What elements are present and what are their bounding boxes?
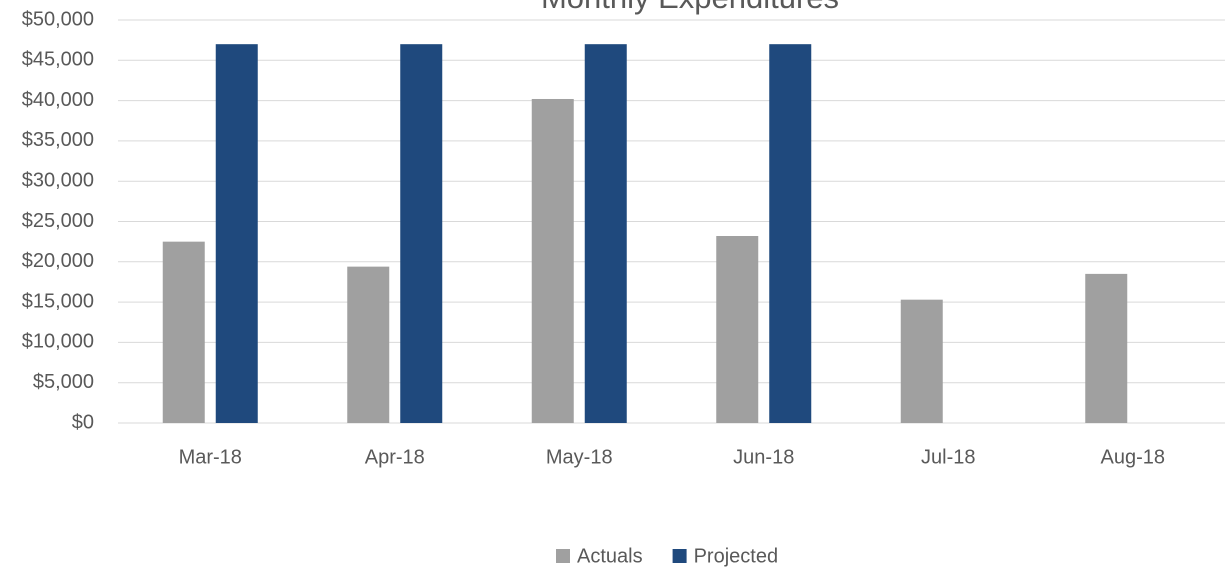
x-tick-label: Aug-18 [1101, 446, 1166, 468]
bar [347, 266, 390, 423]
bar [584, 44, 627, 424]
y-tick-label: $35,000 [22, 129, 94, 151]
y-tick-label: $40,000 [22, 89, 94, 111]
legend-swatch [672, 549, 687, 563]
y-tick-label: $15,000 [22, 290, 94, 312]
bar [1085, 273, 1128, 423]
x-tick-label: Mar-18 [179, 446, 242, 468]
y-tick-label: $10,000 [22, 331, 94, 353]
x-tick-label: Jul-18 [921, 446, 975, 468]
legend-swatch [556, 549, 570, 563]
legend-label: Projected [694, 545, 779, 567]
y-tick-label: $0 [72, 411, 94, 433]
y-tick-label: $45,000 [22, 49, 94, 71]
bar [531, 98, 574, 423]
y-tick-label: $30,000 [22, 169, 94, 191]
legend-label: Actuals [577, 545, 643, 567]
bar [716, 236, 759, 423]
bar [215, 44, 258, 424]
y-tick-label: $5,000 [33, 371, 94, 393]
bar [400, 44, 443, 424]
x-tick-label: Apr-18 [365, 446, 425, 468]
chart-title: Monthly Expenditures [541, 0, 839, 15]
x-tick-label: May-18 [546, 446, 613, 468]
y-tick-label: $50,000 [22, 8, 94, 30]
x-tick-label: Jun-18 [733, 446, 794, 468]
y-tick-label: $25,000 [22, 210, 94, 232]
y-tick-label: $20,000 [22, 250, 94, 272]
bar [769, 44, 812, 424]
bar [162, 241, 205, 423]
bar [900, 299, 943, 423]
